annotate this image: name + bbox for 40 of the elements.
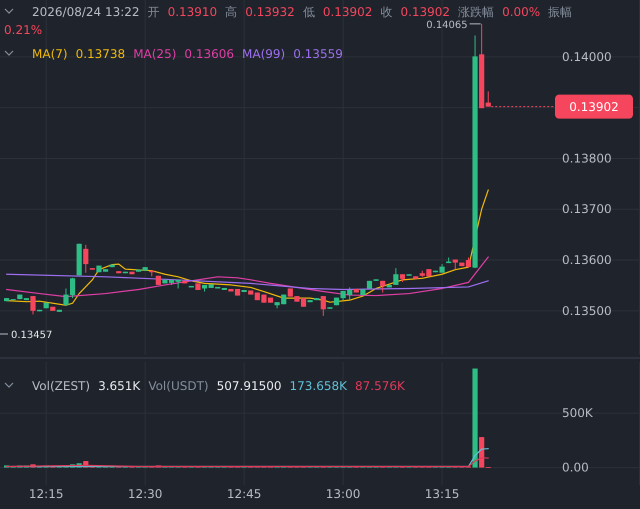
y-tick-label: 0.13700 <box>562 202 612 216</box>
annotation: 0.14065 <box>426 20 468 31</box>
annotation: 高 <box>225 5 238 19</box>
text: 2026/08/24 13:22 <box>32 5 140 19</box>
annotation: 173.658K <box>290 379 348 393</box>
annotation: 0.13902 <box>322 5 372 19</box>
annotation: 507.91500 <box>216 379 282 393</box>
annotation: 0.13932 <box>245 5 295 19</box>
annotation: 开 <box>148 5 160 19</box>
text: MA(7) <box>32 47 68 61</box>
annotation: 0.13910 <box>168 5 218 19</box>
annotation: Vol(USDT) <box>148 379 209 393</box>
annotation: 低 <box>302 5 315 19</box>
y-tick-label: 500K <box>562 406 594 420</box>
annotation: 0.21% <box>4 23 42 37</box>
x-tick-label: 12:15 <box>28 487 64 501</box>
annotation: 0.13457 <box>11 330 52 341</box>
x-tick-label: 12:30 <box>128 487 162 501</box>
annotation: 涨跌幅 <box>458 5 494 19</box>
annotation: 3.651K <box>98 379 142 393</box>
y-tick-label: 0.00 <box>562 460 589 475</box>
annotation: 0.13559 <box>293 47 343 61</box>
x-tick-label: 13:00 <box>326 487 360 501</box>
text: MA(99) <box>242 47 286 61</box>
annotation: 0.13902 <box>400 5 450 19</box>
x-tick-label: 13:15 <box>424 487 460 501</box>
y-tick-label: 0.13800 <box>562 151 612 166</box>
text: Vol(ZEST) <box>32 379 90 393</box>
x-tick-label: 12:45 <box>226 487 262 501</box>
y-tick-label: 0.14000 <box>562 50 612 64</box>
annotation: 0.00% <box>502 5 540 19</box>
y-tick-label: 0.13600 <box>562 253 612 268</box>
ref-line-label: 0.13902 <box>569 100 619 114</box>
text: MA(25) <box>133 47 176 61</box>
annotation: 收 <box>380 5 392 19</box>
y-tick-label: 0.13500 <box>562 304 612 318</box>
annotation: 0.13606 <box>184 47 234 61</box>
annotation: 87.576K <box>355 379 406 393</box>
annotation: 振幅 <box>548 5 572 19</box>
annotation: 0.13738 <box>76 47 126 61</box>
